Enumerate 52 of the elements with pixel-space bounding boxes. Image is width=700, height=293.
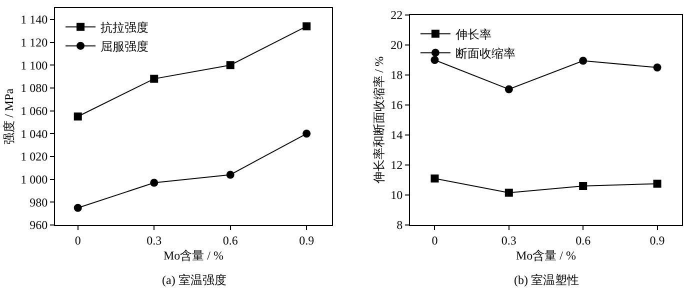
point bbox=[226, 61, 234, 70]
point bbox=[302, 22, 311, 30]
text: (b) 室温塑性 bbox=[514, 273, 579, 287]
y-tick-label: 12 bbox=[390, 158, 403, 172]
x-tick-label: 0.3 bbox=[146, 233, 162, 248]
point bbox=[653, 180, 662, 188]
point bbox=[579, 56, 588, 65]
x-tick-label: 0 bbox=[74, 233, 81, 248]
y-tick-label: 1 020 bbox=[20, 150, 48, 164]
y-axis-title: 伸长率和断面收缩率 / % bbox=[372, 56, 386, 185]
x-tick-label: 0.3 bbox=[501, 233, 516, 248]
legend-label: 伸长率 bbox=[454, 27, 492, 42]
x-axis-title: Mo含量 / % bbox=[516, 248, 576, 262]
x-tick-label: 0.6 bbox=[222, 233, 238, 248]
point bbox=[302, 130, 311, 138]
point bbox=[226, 170, 234, 179]
y-tick-label: 16 bbox=[390, 98, 403, 112]
x-tick-label: 0.6 bbox=[576, 233, 591, 248]
legend-label: 断面收缩率 bbox=[455, 46, 516, 60]
point bbox=[150, 178, 158, 187]
y-tick-label: 1 080 bbox=[20, 81, 48, 96]
y-tick-label: 22 bbox=[390, 8, 403, 22]
y-tick-label: 10 bbox=[390, 188, 403, 202]
point bbox=[430, 56, 439, 64]
point bbox=[579, 182, 588, 190]
y-tick-label: 1 140 bbox=[20, 12, 48, 27]
y-tick-label: 8 bbox=[396, 218, 403, 232]
y-tick-label: 1 100 bbox=[20, 58, 48, 72]
text: (a) 室温强度 bbox=[162, 273, 226, 287]
legend-label: 屈服强度 bbox=[100, 40, 149, 54]
y-tick-label: 1 000 bbox=[20, 172, 48, 187]
x-axis-title: Mo含量 / % bbox=[164, 248, 224, 262]
y-tick-label: 1 040 bbox=[20, 126, 48, 141]
x-tick-label: 0.9 bbox=[299, 233, 314, 248]
y-tick-label: 20 bbox=[390, 38, 403, 52]
y-tick-label: 18 bbox=[390, 68, 403, 82]
y-tick-label: 1 120 bbox=[20, 35, 48, 50]
point bbox=[74, 112, 82, 120]
point bbox=[150, 74, 158, 83]
y-axis-title: 强度 / MPa bbox=[2, 88, 16, 145]
y-tick-label: 960 bbox=[30, 218, 48, 232]
y-tick-label: 1 060 bbox=[20, 104, 48, 118]
point bbox=[504, 85, 513, 94]
y-tick-label: 14 bbox=[390, 128, 403, 142]
point bbox=[430, 174, 439, 182]
x-tick-label: 0.9 bbox=[650, 233, 665, 248]
point bbox=[74, 204, 82, 212]
point bbox=[653, 64, 662, 72]
point bbox=[504, 188, 513, 197]
legend-label: 抗拉强度 bbox=[100, 20, 149, 35]
x-tick-label: 0 bbox=[432, 233, 438, 248]
y-tick-label: 980 bbox=[30, 195, 48, 210]
